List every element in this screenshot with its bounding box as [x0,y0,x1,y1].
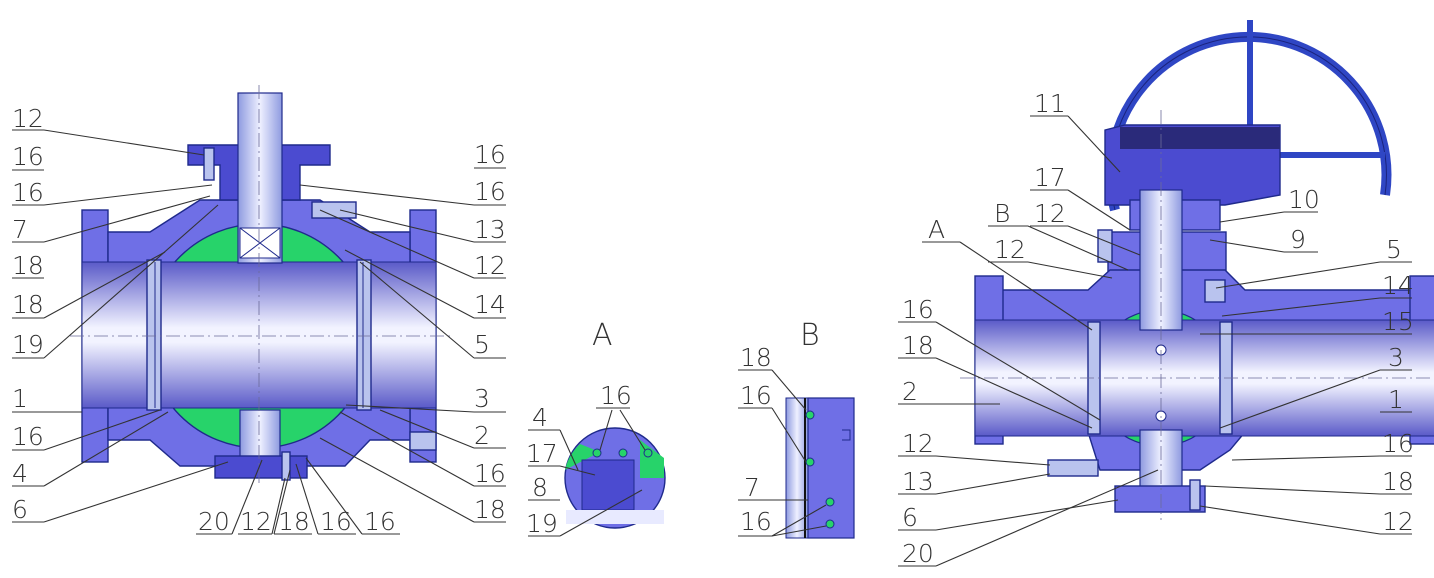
callout-label: 3 [1388,343,1404,372]
callout-label: 18 [12,290,44,319]
callout-label: 19 [526,509,558,538]
left-valve-section [70,85,450,485]
left-view-labels-left: 12 16 16 7 18 18 19 1 16 4 6 [12,104,44,524]
callout-label: 16 [1382,429,1414,458]
left-view-leaders [12,129,506,535]
right-view-labels-left: 11 17 12 B A 12 16 18 2 12 13 6 20 [902,89,1066,568]
left-view-labels-right: 16 16 13 12 14 5 3 2 16 18 [474,140,506,524]
detail-a-title: A [592,318,613,353]
side-stud [1047,459,1099,477]
callout-label: 14 [474,290,506,319]
callout-label: 20 [198,507,230,536]
callout-label: 18 [474,495,506,524]
detail-b-packing [807,397,855,539]
callout-label: 4 [12,459,28,488]
callout-label: 16 [740,381,772,410]
callout-label: 19 [12,330,44,359]
right-view-leaders [898,115,1412,567]
bolt [1204,279,1226,303]
callout-label: 1 [1388,385,1404,414]
detail-b-title: B [800,318,820,353]
callout-label: 12 [474,251,506,280]
callout-label: 16 [740,507,772,536]
callout-label: 16 [12,142,44,171]
detail-b-labels: 18 16 7 16 [740,343,772,536]
callout-label: 4 [532,403,548,432]
callout-label: 2 [474,421,490,450]
callout-label: 16 [600,381,632,410]
detail-a-leaders [528,407,646,537]
callout-label: 9 [1290,225,1306,254]
callout-label: 11 [1034,89,1066,118]
detail-a-ball-segment [565,444,600,470]
callout-label: 12 [1034,199,1066,228]
bolt [1097,229,1113,263]
callout-label: 20 [902,539,934,568]
drain-plug [409,431,437,451]
callout-label: B [994,199,1010,228]
callout-label: 1 [12,384,28,413]
callout-label: 7 [12,215,28,244]
callout-label: 16 [12,422,44,451]
callout-label: 12 [902,429,934,458]
callout-label: 16 [474,140,506,169]
detail-a-insert [581,459,635,511]
callout-label: 16 [320,507,352,536]
callout-label: 3 [474,384,490,413]
bottom-cover [214,455,308,479]
callout-label: 17 [526,439,558,468]
detail-a: A [564,318,666,529]
right-valve-section [960,20,1434,520]
callout-label: 18 [740,343,772,372]
callout-label: 16 [474,177,506,206]
callout-label: A [928,215,945,244]
callout-label: 10 [1288,185,1320,214]
callout-label: 15 [1382,307,1414,336]
callout-label: 13 [474,215,506,244]
callout-label: 2 [902,377,918,406]
callout-label: 12 [994,235,1026,264]
callout-label: 7 [744,473,760,502]
callout-label: 6 [902,503,918,532]
detail-a-bore-strip [566,510,664,524]
bottom-bolt [281,451,291,481]
left-view-labels-bottom: 20 12 18 16 16 [198,507,396,536]
callout-label: 12 [1382,507,1414,536]
callout-label: 16 [474,459,506,488]
right-seat-ring [356,259,372,411]
bottom-bolt-right [1189,479,1201,511]
left-seat-ring [146,259,162,411]
side-plug [311,201,357,219]
callout-label: 12 [12,104,44,133]
callout-label: 18 [12,251,44,280]
callout-label: 18 [902,331,934,360]
detail-a-labels: 4 16 17 8 19 [526,381,632,538]
bonnet-bolt [203,147,215,181]
callout-label: 6 [12,495,28,524]
callout-label: 18 [278,507,310,536]
bottom-trunnion [239,409,281,461]
callout-label: 18 [1382,467,1414,496]
callout-label: 17 [1034,163,1066,192]
right-view-labels-right: 10 9 5 14 15 3 1 16 18 12 [1288,185,1414,536]
callout-label: 13 [902,467,934,496]
detail-b-leaders [738,369,827,537]
callout-label: 12 [240,507,272,536]
callout-label: 8 [532,473,548,502]
callout-label: 5 [474,330,490,359]
callout-label: 16 [902,295,934,324]
callout-label: 16 [12,178,44,207]
callout-label: 14 [1382,271,1414,300]
gearbox-top [1120,127,1280,149]
callout-label: 5 [1386,235,1402,264]
callout-label: 16 [364,507,396,536]
detail-b: B [785,318,855,539]
